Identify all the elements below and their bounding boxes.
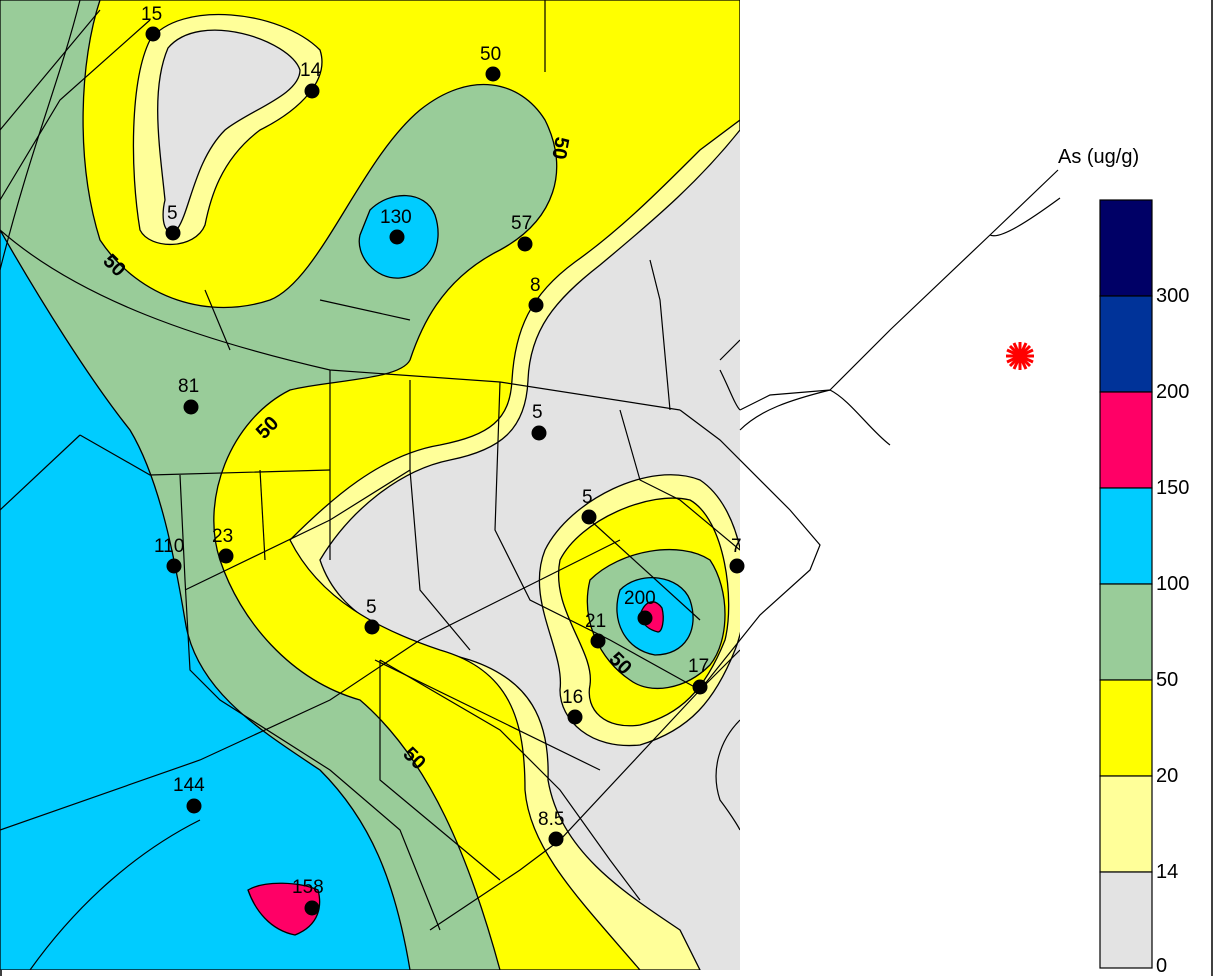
sample-point[interactable]: 144 — [173, 775, 205, 814]
svg-text:81: 81 — [178, 376, 199, 397]
svg-text:5: 5 — [582, 487, 593, 508]
sample-point[interactable]: 5 — [581, 487, 597, 525]
legend-break-label: 50 — [1156, 669, 1178, 691]
legend: As (ug/g) 300 200 150 100 50 20 14 0 — [1058, 146, 1189, 976]
sample-point[interactable]: 7 — [729, 536, 745, 574]
sample-points: 15 14 50 5 130 57 8 81 5 5 110 23 7 200 … — [141, 4, 745, 916]
legend-bin — [1099, 775, 1153, 873]
svg-text:21: 21 — [585, 611, 606, 632]
svg-text:8: 8 — [530, 275, 541, 296]
sample-point[interactable]: 23 — [212, 526, 234, 564]
legend-color-bins — [1099, 199, 1153, 969]
svg-text:16: 16 — [562, 687, 583, 708]
svg-text:57: 57 — [511, 213, 532, 234]
svg-text:130: 130 — [380, 207, 412, 228]
sample-point[interactable]: 14 — [300, 60, 322, 99]
legend-bin — [1099, 583, 1153, 681]
zone-nw-gray — [157, 29, 301, 233]
sample-point[interactable]: 5 — [531, 402, 547, 441]
sample-point[interactable]: 15 — [141, 4, 162, 42]
legend-break-label: 200 — [1156, 381, 1189, 403]
svg-text:7: 7 — [731, 536, 742, 557]
svg-text:8.5: 8.5 — [538, 809, 564, 830]
asterisk-icon — [1006, 342, 1034, 370]
svg-text:14: 14 — [300, 60, 322, 81]
legend-bin — [1099, 295, 1153, 393]
contour-fills — [0, 0, 740, 970]
zone-100-150-sw — [0, 228, 411, 970]
sample-point[interactable]: 158 — [292, 877, 324, 916]
sample-point[interactable]: 200 — [624, 588, 656, 626]
legend-break-label: 20 — [1156, 765, 1178, 787]
contour-label: 50 — [547, 135, 573, 161]
sample-point[interactable]: 16 — [562, 687, 583, 725]
sample-point[interactable]: 110 — [154, 536, 184, 574]
svg-text:15: 15 — [141, 4, 162, 25]
svg-text:50: 50 — [480, 44, 501, 65]
sample-point[interactable]: 17 — [688, 656, 709, 695]
sample-point[interactable]: 21 — [585, 611, 606, 649]
svg-text:5: 5 — [532, 402, 543, 423]
legend-break-label: 100 — [1156, 573, 1189, 595]
sample-point[interactable]: 57 — [511, 213, 533, 252]
svg-text:158: 158 — [292, 877, 324, 898]
svg-text:200: 200 — [624, 588, 656, 609]
legend-break-label: 0 — [1156, 955, 1167, 976]
legend-bin — [1099, 871, 1153, 969]
svg-text:110: 110 — [154, 536, 184, 557]
legend-break-label: 150 — [1156, 477, 1189, 499]
sample-point[interactable]: 130 — [380, 207, 412, 245]
sample-point[interactable]: 5 — [165, 203, 181, 241]
sample-point[interactable]: 50 — [480, 44, 501, 82]
legend-title: As (ug/g) — [1058, 146, 1139, 168]
legend-bin — [1099, 679, 1153, 777]
legend-bin — [1099, 199, 1153, 297]
legend-break-label: 300 — [1156, 285, 1189, 307]
legend-bin — [1099, 391, 1153, 489]
svg-text:5: 5 — [167, 203, 178, 224]
zone-158-blob — [247, 882, 321, 936]
svg-text:144: 144 — [173, 775, 205, 796]
sample-point[interactable]: 81 — [178, 376, 199, 415]
svg-text:17: 17 — [688, 656, 709, 677]
sample-point[interactable]: 8.5 — [538, 809, 564, 847]
sample-point[interactable]: 8 — [528, 275, 544, 313]
legend-break-label: 14 — [1156, 861, 1178, 883]
svg-text:23: 23 — [212, 526, 233, 547]
svg-text:5: 5 — [366, 597, 377, 618]
legend-break-labels: 300 200 150 100 50 20 14 0 — [1156, 285, 1189, 976]
legend-bin — [1099, 487, 1153, 585]
sample-point[interactable]: 5 — [364, 597, 380, 635]
roads-east — [679, 169, 1061, 691]
